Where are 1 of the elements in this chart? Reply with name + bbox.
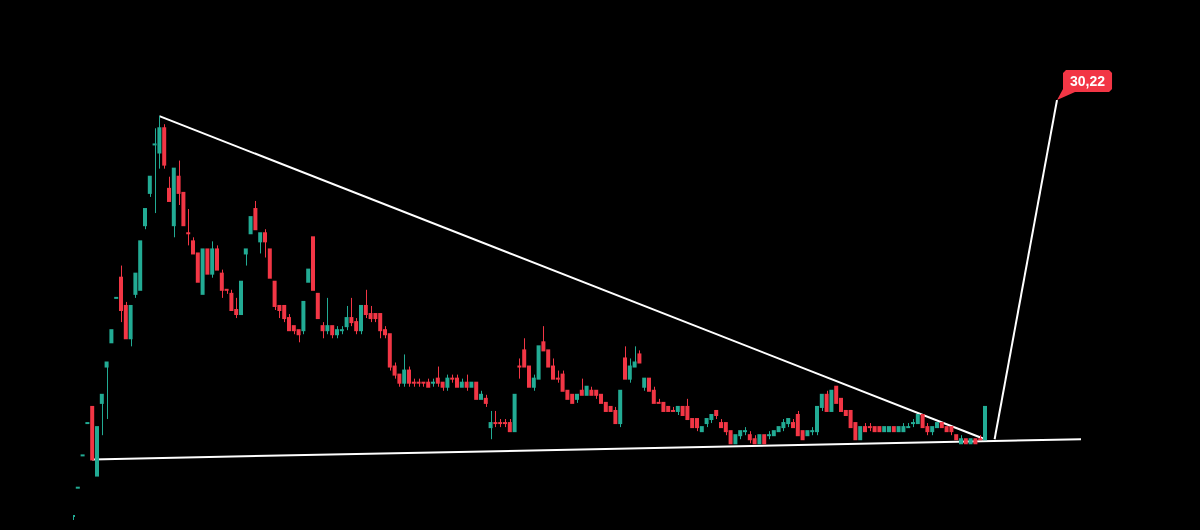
text: 30,22 xyxy=(1069,72,1106,89)
